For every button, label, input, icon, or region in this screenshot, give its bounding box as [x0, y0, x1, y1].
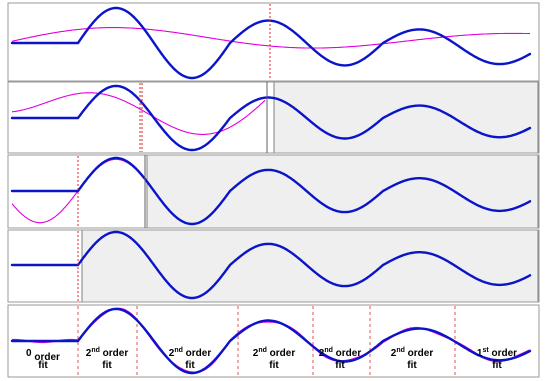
fit-label-segment-3: 2nd order fit: [169, 347, 212, 371]
panel-4: [7, 229, 540, 303]
panel-3: [7, 154, 540, 229]
fit-label-segment-7: 1st order fit: [477, 347, 517, 371]
panel-4-remaining-region: [81, 229, 539, 303]
fit-label-segment-2: 2nd order fit: [86, 347, 129, 371]
panel-4-frame: [7, 229, 540, 303]
fit-label-line-1: 2nd order: [86, 347, 129, 359]
panel-2-frame: [7, 81, 540, 154]
panel-2-local-fit: [11, 92, 266, 135]
fit-label-line-1: 0 order: [26, 348, 60, 363]
fit-label-segment-5: 2nd order fit: [319, 347, 362, 371]
panel-2-remaining-region: [273, 81, 539, 154]
fit-label-segment-6: 2nd order fit: [391, 347, 434, 371]
fit-label-line-2: fit: [269, 360, 279, 371]
panel-3-remaining-region: [146, 154, 539, 229]
panel-3-signal: [10, 156, 532, 226]
panel-4-signal: [10, 230, 532, 300]
fit-label-line-1: 2nd order: [319, 347, 362, 359]
panel-1-frame: [7, 2, 540, 82]
fit-label-line-1: 2nd order: [253, 347, 296, 359]
fit-label-segment-4: 2nd order fit: [253, 347, 296, 371]
panel-5: 0 order fit 2nd order fit 2nd order fit …: [7, 304, 540, 378]
fit-label-line-1: 2nd order: [169, 347, 212, 359]
panel-3-frame: [7, 154, 540, 229]
panel-1-signal: [10, 6, 532, 80]
fit-label-line-2: fit: [102, 360, 112, 371]
panel-5-signal: [10, 307, 532, 375]
panel-1: [7, 2, 540, 82]
fit-label-line-2: fit: [185, 360, 195, 371]
fit-label-line-1: 1st order: [477, 347, 517, 359]
panel-5-frame: [7, 304, 540, 378]
fit-label-line-2: fit: [492, 360, 502, 371]
fit-label-line-2: fit: [335, 360, 345, 371]
panel-2-signal: [10, 84, 532, 152]
fit-label-segment-1: 0 order fit: [26, 348, 60, 371]
fit-label-line-2: fit: [38, 360, 48, 371]
fit-labels: 0 order fit 2nd order fit 2nd order fit …: [26, 347, 517, 371]
fit-label-line-2: fit: [407, 360, 417, 371]
fit-label-line-1: 2nd order: [391, 347, 434, 359]
panel-1-global-fit: [11, 27, 530, 49]
panel-2: [7, 81, 540, 154]
